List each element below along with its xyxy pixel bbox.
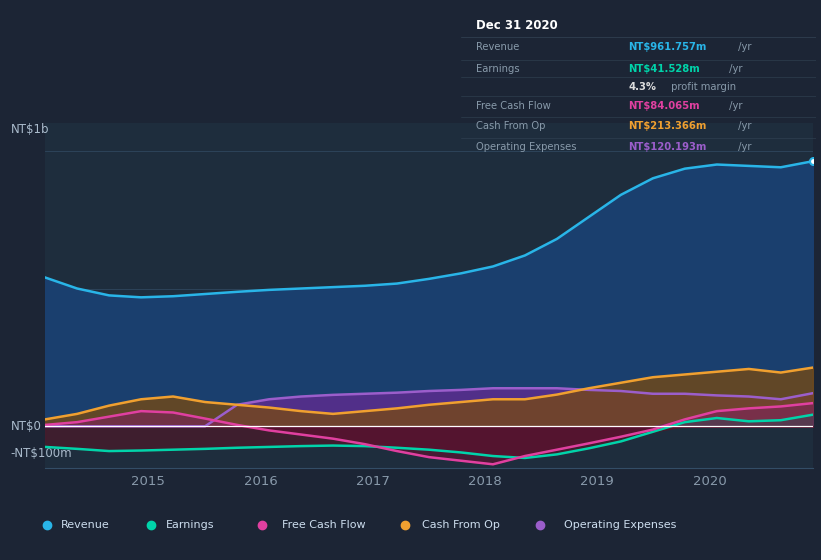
- Text: Dec 31 2020: Dec 31 2020: [475, 19, 557, 32]
- Text: NT$84.065m: NT$84.065m: [628, 101, 699, 110]
- Text: Cash From Op: Cash From Op: [423, 520, 500, 530]
- Text: NT$1b: NT$1b: [11, 123, 49, 136]
- Text: NT$213.366m: NT$213.366m: [628, 121, 707, 131]
- Text: NT$961.757m: NT$961.757m: [628, 42, 707, 52]
- Text: Operating Expenses: Operating Expenses: [564, 520, 676, 530]
- Text: /yr: /yr: [726, 64, 742, 74]
- Text: /yr: /yr: [736, 121, 752, 131]
- Text: Free Cash Flow: Free Cash Flow: [475, 101, 550, 110]
- Text: /yr: /yr: [736, 42, 752, 52]
- Text: Revenue: Revenue: [475, 42, 519, 52]
- Text: Cash From Op: Cash From Op: [475, 121, 545, 131]
- Text: 4.3%: 4.3%: [628, 82, 656, 91]
- Text: NT$120.193m: NT$120.193m: [628, 142, 707, 152]
- Text: Earnings: Earnings: [475, 64, 519, 74]
- Text: NT$41.528m: NT$41.528m: [628, 64, 699, 74]
- Text: Operating Expenses: Operating Expenses: [475, 142, 576, 152]
- Text: NT$0: NT$0: [11, 420, 42, 433]
- Text: profit margin: profit margin: [668, 82, 736, 91]
- Text: -NT$100m: -NT$100m: [11, 447, 72, 460]
- Text: Earnings: Earnings: [166, 520, 214, 530]
- Text: /yr: /yr: [736, 142, 752, 152]
- Text: Free Cash Flow: Free Cash Flow: [282, 520, 365, 530]
- Text: /yr: /yr: [726, 101, 742, 110]
- Text: Revenue: Revenue: [61, 520, 110, 530]
